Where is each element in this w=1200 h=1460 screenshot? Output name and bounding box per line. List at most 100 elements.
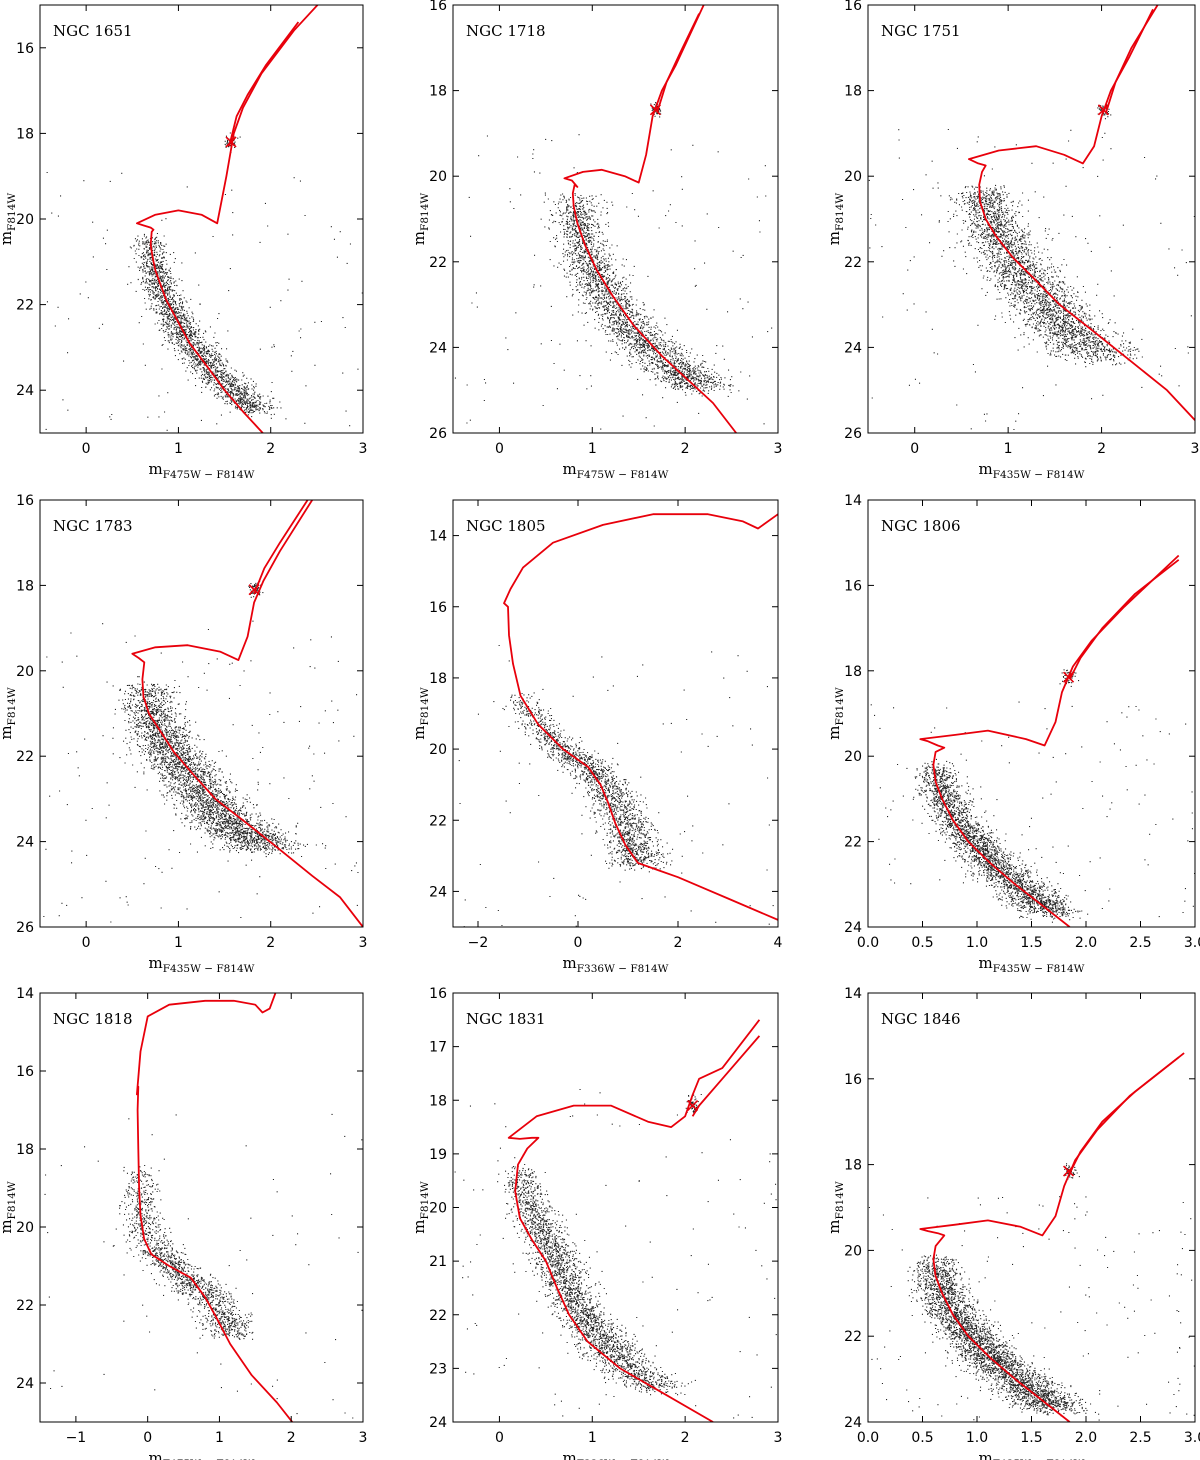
chart-6-xtick-label: 2.5 xyxy=(1129,935,1151,951)
chart-7-axes-frame xyxy=(39,992,364,1423)
chart-3-plot-area xyxy=(868,5,1195,433)
chart-2-clump-marker xyxy=(649,104,661,116)
chart-3-axes-frame xyxy=(867,4,1196,434)
chart-2: 0 1 2 3 16 18 20 22 24 26 NGC 1718 mF475W − F814W mF… xyxy=(410,0,782,481)
chart-1-xtick-label: 3 xyxy=(359,441,368,457)
chart-7-xtick-label: 0 xyxy=(143,1430,152,1446)
chart-7-xtick-label: 3 xyxy=(359,1430,368,1446)
chart-4-xtick-label: 2 xyxy=(266,935,275,951)
chart-3-stars xyxy=(868,103,1195,433)
chart-2-axes-frame xyxy=(452,4,779,434)
chart-8-ytick-label: 20 xyxy=(429,1201,447,1217)
chart-5-xlabel: mF336W − F814W xyxy=(563,954,669,975)
chart-9-xtick-label: 3.0 xyxy=(1184,1430,1200,1446)
chart-9-isochrone xyxy=(919,1052,1185,1422)
chart-3-title: NGC 1751 xyxy=(881,22,961,40)
chart-4-axes-frame xyxy=(39,499,364,928)
chart-1-isochrone-branch-2 xyxy=(228,21,300,147)
chart-7-xlabel: mF475W − F814W xyxy=(149,1449,255,1460)
chart-4-xlabel: mF435W − F814W xyxy=(149,954,255,975)
chart-4-ytick-label: 22 xyxy=(16,749,34,765)
chart-9-xtick-label: 0.5 xyxy=(911,1430,933,1446)
chart-7-isochrone xyxy=(136,993,294,1422)
chart-6-ytick-label: 20 xyxy=(844,749,862,765)
chart-7-ytick-label: 14 xyxy=(16,986,34,1002)
chart-9-ylabel: mF814W xyxy=(825,1181,846,1234)
chart-1-title: NGC 1651 xyxy=(53,22,133,40)
chart-3-clump-marker xyxy=(1097,104,1110,116)
chart-6-ytick-label: 16 xyxy=(844,578,862,594)
chart-1-clump-marker xyxy=(225,136,237,148)
chart-9-xtick-label: 1.5 xyxy=(1020,1430,1042,1446)
chart-7-ytick-label: 18 xyxy=(16,1142,34,1158)
chart-1-ytick-label: 24 xyxy=(16,383,34,399)
chart-6-axes-frame xyxy=(867,499,1196,928)
chart-6-isochrone-branch-2 xyxy=(1068,559,1180,680)
chart-8-stars xyxy=(454,1088,777,1419)
chart-6-ytick-label: 18 xyxy=(844,664,862,680)
chart-1-ytick-label: 16 xyxy=(16,41,34,57)
chart-1-plot-area xyxy=(45,5,363,433)
chart-1-ytick-label: 20 xyxy=(16,212,34,228)
chart-8-plot-area xyxy=(454,1019,777,1422)
chart-2-ytick-label: 20 xyxy=(429,169,447,185)
chart-6-isochrone xyxy=(919,554,1180,927)
chart-8-ylabel: mF814W xyxy=(410,1181,431,1234)
chart-1-ytick-label: 18 xyxy=(16,126,34,142)
chart-5-ytick-label: 24 xyxy=(429,884,447,900)
chart-5-title: NGC 1805 xyxy=(466,517,546,535)
chart-6-clump-marker xyxy=(1062,671,1075,683)
chart-4: 0 1 2 3 16 18 20 22 24 26 NGC 1783 mF435W − F814W mF… xyxy=(0,493,367,975)
chart-7: −1 0 1 2 3 14 16 18 20 22 24 NGC 1818 mF475W − F814W… xyxy=(0,986,367,1460)
chart-6-plot-area xyxy=(870,554,1195,927)
chart-7-xtick-label: −1 xyxy=(66,1430,87,1446)
chart-3-ytick-label: 24 xyxy=(844,340,862,356)
chart-4-isochrone-branch-2 xyxy=(253,500,309,595)
chart-8-isochrone-branch-2 xyxy=(691,1035,761,1117)
chart-9: 0.0 0.5 1.0 1.5 2.0 2.5 3.0 14 16 18 20 22 24 NGC 184… xyxy=(825,986,1200,1460)
chart-9-clump-marker xyxy=(1062,1165,1075,1177)
chart-5-ytick-label: 22 xyxy=(429,813,447,829)
chart-3-ytick-label: 16 xyxy=(844,0,862,14)
chart-8-xtick-label: 3 xyxy=(774,1430,783,1446)
chart-3-ytick-label: 20 xyxy=(844,169,862,185)
chart-5-ylabel: mF814W xyxy=(410,687,431,740)
chart-6-xtick-label: 1.0 xyxy=(966,935,988,951)
chart-4-stars xyxy=(43,580,363,923)
chart-2-ytick-label: 18 xyxy=(429,84,447,100)
chart-8-clump-marker xyxy=(687,1100,699,1112)
chart-3-xtick-label: 2 xyxy=(1097,441,1106,457)
chart-7-ytick-label: 16 xyxy=(16,1064,34,1080)
chart-3-ytick-label: 18 xyxy=(844,84,862,100)
chart-4-ylabel: mF814W xyxy=(0,687,18,740)
chart-2-ylabel: mF814W xyxy=(410,193,431,246)
chart-6-xtick-label: 0.5 xyxy=(911,935,933,951)
chart-7-title: NGC 1818 xyxy=(53,1010,133,1028)
chart-8-axes-frame xyxy=(452,992,779,1423)
chart-8-xtick-label: 1 xyxy=(588,1430,597,1446)
chart-9-ytick-label: 14 xyxy=(844,986,862,1002)
chart-3-ytick-label: 26 xyxy=(844,426,862,442)
chart-2-xtick-label: 1 xyxy=(588,441,597,457)
chart-7-xtick-label: 1 xyxy=(215,1430,224,1446)
chart-3-xtick-label: 3 xyxy=(1191,441,1200,457)
chart-8-title: NGC 1831 xyxy=(466,1010,546,1028)
chart-6-stars xyxy=(870,669,1195,923)
chart-1-ylabel: mF814W xyxy=(0,193,18,246)
chart-8-ytick-label: 18 xyxy=(429,1093,447,1109)
chart-7-ytick-label: 24 xyxy=(16,1376,34,1392)
chart-2-xlabel: mF475W − F814W xyxy=(563,460,669,481)
chart-1-isochrone xyxy=(136,5,319,433)
chart-2-stars xyxy=(454,100,773,430)
chart-5-isochrone xyxy=(503,513,778,921)
chart-6-title: NGC 1806 xyxy=(881,517,961,535)
chart-9-xtick-label: 0.0 xyxy=(857,1430,879,1446)
chart-8-ytick-label: 23 xyxy=(429,1361,447,1377)
chart-1-xlabel: mF475W − F814W xyxy=(149,460,255,481)
chart-5-xtick-label: 0 xyxy=(574,935,583,951)
chart-9-axes-frame xyxy=(867,992,1196,1423)
chart-7-xtick-label: 2 xyxy=(287,1430,296,1446)
